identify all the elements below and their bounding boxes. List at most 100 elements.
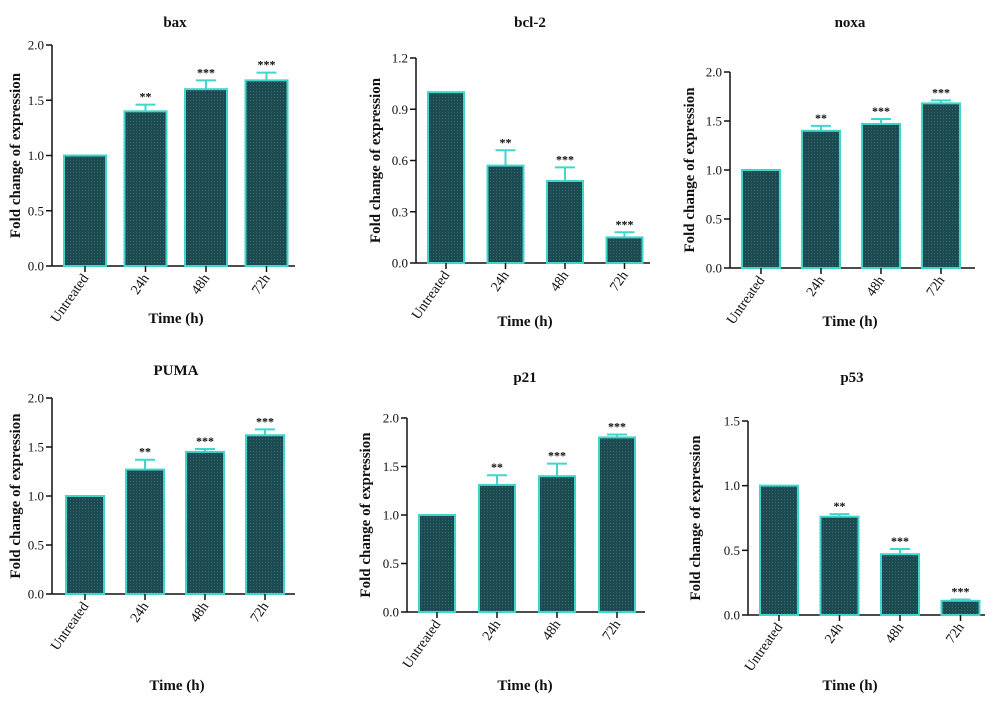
- y-axis-label: Fold change of expression: [8, 72, 24, 238]
- y-tick-label: 0.0: [383, 605, 399, 620]
- x-axis-label: Time (h): [148, 311, 203, 327]
- y-axis-label: Fold change of expression: [8, 413, 24, 579]
- bar-48h: [546, 180, 584, 264]
- y-tick-label: 0.5: [383, 556, 399, 571]
- y-tick-label: 0.5: [28, 538, 44, 553]
- category-label: 72h: [600, 618, 624, 644]
- category-label: Untreated: [48, 600, 92, 654]
- y-tick-label: 0.0: [28, 587, 44, 602]
- category-label: 48h: [189, 272, 213, 298]
- y-tick-label: 1.5: [28, 93, 44, 108]
- chart-panel-p53: p53 Fold change of expression Time (h) 0.0 0…: [688, 370, 985, 694]
- category-label: 72h: [249, 272, 273, 298]
- significance-marker: ***: [616, 217, 634, 231]
- chart-title: bcl-2: [514, 15, 546, 31]
- bar-72h: [598, 436, 636, 613]
- y-tick-label: 0.0: [706, 261, 722, 276]
- y-tick-label: 0.5: [706, 212, 722, 227]
- significance-marker: ***: [952, 584, 970, 598]
- chart-panel-bax: bax Fold change of expression Time (h) 0.0 0…: [8, 15, 295, 327]
- y-tick-label: 0.9: [392, 102, 408, 117]
- bar-72h: [921, 102, 961, 269]
- category-label: 24h: [804, 274, 828, 300]
- y-tick-label: 2.0: [706, 65, 722, 80]
- x-axis-label: Time (h): [497, 678, 552, 694]
- y-tick-label: 0.0: [724, 608, 740, 623]
- category-label: 24h: [128, 272, 152, 298]
- bar-untreated: [759, 484, 799, 616]
- bar-24h: [801, 129, 841, 269]
- y-tick-label: 0.5: [724, 543, 740, 558]
- bar-48h: [880, 553, 920, 616]
- chart-title: p21: [513, 370, 536, 386]
- significance-marker: **: [139, 445, 151, 459]
- x-axis-label: Time (h): [149, 678, 204, 694]
- significance-marker: ***: [556, 152, 574, 166]
- chart-panel-puma: PUMA Fold change of expression Time (h) 0.0…: [8, 363, 295, 694]
- y-tick-label: 1.5: [724, 414, 740, 429]
- significance-marker: ***: [872, 104, 890, 118]
- category-label: 48h: [540, 618, 564, 644]
- chart-panel-bcl-2: bcl-2 Fold change of expression Time (h) 0.…: [368, 15, 650, 330]
- y-tick-label: 2.0: [28, 391, 44, 406]
- y-tick-label: 1.0: [706, 163, 722, 178]
- chart-panel-p21: p21 Fold change of expression Time (h) 0.0 0…: [358, 370, 645, 694]
- significance-marker: **: [140, 90, 152, 104]
- chart-title: noxa: [835, 15, 866, 31]
- y-tick-label: 1.5: [706, 114, 722, 129]
- bar-48h: [185, 450, 225, 595]
- bar-48h: [538, 475, 576, 614]
- x-axis-label: Time (h): [822, 314, 877, 330]
- bar-untreated: [65, 495, 105, 595]
- category-label: Untreated: [48, 272, 92, 326]
- y-tick-label: 2.0: [28, 38, 44, 53]
- y-tick-label: 2.0: [383, 411, 399, 426]
- category-label: 48h: [548, 269, 572, 295]
- significance-marker: ***: [932, 85, 950, 99]
- significance-marker: ***: [258, 58, 276, 72]
- category-label: 24h: [488, 269, 512, 295]
- y-tick-label: 0.3: [392, 204, 408, 219]
- significance-marker: ***: [256, 414, 274, 428]
- chart-title: p53: [840, 370, 863, 386]
- bar-24h: [819, 515, 860, 616]
- category-label: Untreated: [742, 621, 786, 675]
- significance-marker: **: [815, 111, 827, 125]
- y-tick-label: 0.5: [28, 203, 44, 218]
- y-tick-label: 1.5: [28, 440, 44, 455]
- category-label: 72h: [607, 269, 631, 295]
- y-axis-label: Fold change of expression: [682, 87, 698, 253]
- significance-marker: **: [500, 135, 512, 149]
- significance-marker: ***: [196, 434, 214, 448]
- category-label: Untreated: [400, 618, 444, 672]
- bar-24h: [123, 110, 168, 267]
- y-tick-label: 1.0: [724, 478, 740, 493]
- bar-48h: [184, 88, 228, 267]
- y-axis-label: Fold change of expression: [368, 77, 384, 243]
- bar-untreated: [63, 154, 107, 267]
- x-axis-label: Time (h): [497, 314, 552, 330]
- bar-72h: [605, 236, 644, 264]
- category-label: 48h: [188, 600, 212, 626]
- y-tick-label: 1.0: [28, 489, 44, 504]
- significance-marker: ***: [548, 449, 566, 463]
- category-label: 48h: [883, 621, 907, 647]
- category-label: 48h: [864, 274, 888, 300]
- bar-untreated: [418, 514, 456, 613]
- significance-marker: ***: [891, 534, 909, 548]
- category-label: 24h: [128, 600, 152, 626]
- category-label: 72h: [943, 621, 967, 647]
- y-tick-label: 1.0: [383, 508, 399, 523]
- significance-marker: ***: [608, 419, 626, 433]
- category-label: 72h: [924, 274, 948, 300]
- category-label: 24h: [480, 618, 504, 644]
- y-axis-label: Fold change of expression: [688, 435, 704, 601]
- bar-24h: [486, 164, 525, 264]
- chart-panel-noxa: noxa Fold change of expression Time (h) 0.0…: [682, 15, 975, 330]
- bar-72h: [244, 79, 289, 267]
- bar-untreated: [741, 169, 781, 269]
- y-axis-label: Fold change of expression: [358, 432, 374, 598]
- y-tick-label: 1.5: [383, 459, 399, 474]
- significance-marker: ***: [197, 65, 215, 79]
- y-tick-label: 0.0: [28, 259, 44, 274]
